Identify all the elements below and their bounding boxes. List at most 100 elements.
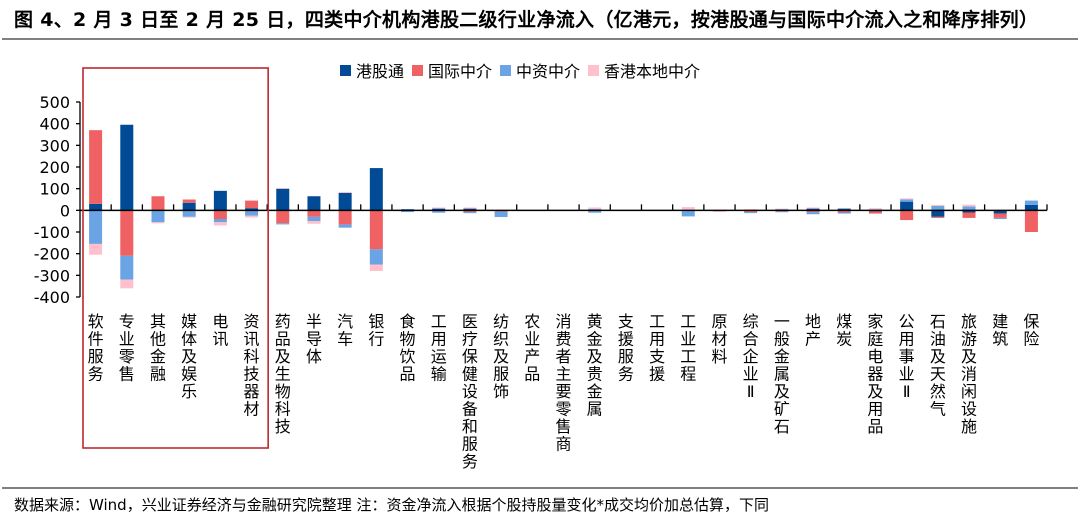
y-tick-label: -300: [34, 266, 70, 285]
bar-segment: [369, 210, 383, 250]
legend-item: 国际中介: [412, 58, 492, 82]
bar-segment: [151, 196, 165, 211]
label-char: 零: [119, 347, 135, 366]
label-char: 然: [930, 382, 946, 401]
bar-segment: [931, 204, 945, 206]
label-char: 疗: [462, 330, 478, 349]
bar-segment: [744, 212, 758, 214]
label-char: 及: [961, 347, 977, 366]
label-char: 施: [961, 417, 977, 436]
bar-segment: [837, 212, 851, 214]
bar-segment: [993, 213, 1007, 218]
label-char: 程: [680, 365, 696, 384]
label-char: 饰: [493, 382, 509, 401]
bar-segment: [89, 243, 103, 255]
label-char: 饮: [400, 347, 416, 366]
x-tick-label: 公用事业 Ⅱ: [899, 312, 915, 401]
bar-segment: [89, 203, 103, 211]
label-char: 业: [524, 330, 540, 349]
x-tick-label: 旅游及消闲设施: [961, 312, 977, 436]
bar-segment: [900, 198, 914, 200]
bar-segment: [120, 210, 134, 256]
bar-segment: [338, 193, 352, 211]
bar-segment: [120, 124, 134, 211]
bar-segment: [775, 211, 789, 213]
legend-label: 港股通: [356, 62, 405, 81]
label-char: 及: [275, 347, 291, 366]
x-tick-label: 黄金及贵金属: [587, 312, 603, 419]
label-char: 服: [462, 435, 478, 454]
bar-segment: [369, 168, 383, 211]
label-char: 金: [587, 382, 603, 401]
legend-item: 中资中介: [500, 58, 580, 82]
label-char: 筑: [992, 330, 1008, 349]
bar-segment: [775, 208, 789, 210]
label-char: 煤: [836, 312, 852, 331]
label-char: 服: [618, 347, 634, 366]
label-char: 生: [275, 365, 291, 384]
label-char: 讯: [212, 330, 228, 349]
label-char: 专: [119, 312, 135, 331]
highlight-box: [82, 67, 269, 449]
label-char: 石: [930, 312, 946, 331]
label-char: 媒: [181, 312, 197, 331]
label-char: 和: [462, 417, 478, 436]
label-char: 用: [899, 330, 915, 349]
legend-item: 港股通: [340, 58, 404, 82]
bar-segment: [182, 210, 196, 217]
y-tick-label: 400: [39, 115, 70, 134]
bar-segment: [307, 196, 321, 211]
bar-segment: [494, 210, 508, 212]
label-char: 气: [930, 400, 946, 419]
x-tick-label: 其他金融: [150, 312, 166, 384]
bar-segment: [931, 210, 945, 217]
label-char: 料: [711, 347, 727, 366]
label-char: 商: [555, 435, 571, 454]
bar-segment: [245, 200, 259, 209]
label-char: 银: [368, 312, 384, 331]
label-char: 器: [867, 365, 883, 384]
label-char: 综: [743, 312, 759, 331]
x-tick-label: 电讯: [212, 312, 228, 349]
bar-segment: [962, 206, 976, 211]
label-char: 及: [493, 347, 509, 366]
label-char: 资: [244, 312, 260, 331]
legend-label: 香港本地中介: [604, 62, 701, 81]
label-char: 工: [431, 312, 447, 331]
label-char: 体: [306, 347, 322, 366]
x-tick-label: 保险: [1023, 312, 1039, 349]
label-char: 电: [867, 347, 883, 366]
label-char: 物: [400, 330, 416, 349]
label-char: 建: [992, 312, 1008, 331]
bar-segment: [962, 212, 976, 218]
bar-segment: [806, 208, 820, 211]
label-char: 石: [774, 417, 790, 436]
label-char: 工: [680, 312, 696, 331]
label-char: 事: [899, 347, 915, 366]
x-tick-label: 专业零售: [119, 312, 135, 384]
label-char: 支: [649, 347, 665, 366]
x-tick-label: 纺织及服饰: [493, 312, 509, 401]
bar-segment: [432, 210, 446, 213]
x-tick-label: 石油及天然气: [930, 312, 946, 419]
bar-segment: [588, 210, 602, 213]
label-char: 闲: [961, 382, 977, 401]
label-char: 及: [181, 347, 197, 366]
label-char: 运: [431, 347, 447, 366]
label-char: 企: [743, 347, 759, 366]
bar-segment: [962, 204, 976, 207]
bar-segment: [837, 208, 851, 211]
y-tick-label: 200: [39, 158, 70, 177]
label-char: 讯: [244, 330, 260, 349]
bar-segment: [369, 264, 383, 271]
label-char: 体: [181, 330, 197, 349]
label-char: 业: [119, 330, 135, 349]
label-char: 织: [493, 330, 509, 349]
label-char: 健: [462, 365, 478, 384]
bar-segment: [120, 255, 134, 280]
bar-segment: [213, 210, 227, 219]
x-tick-label: 农业产品: [524, 312, 540, 384]
bar-segment: [432, 207, 446, 209]
label-char: 科: [244, 347, 260, 366]
